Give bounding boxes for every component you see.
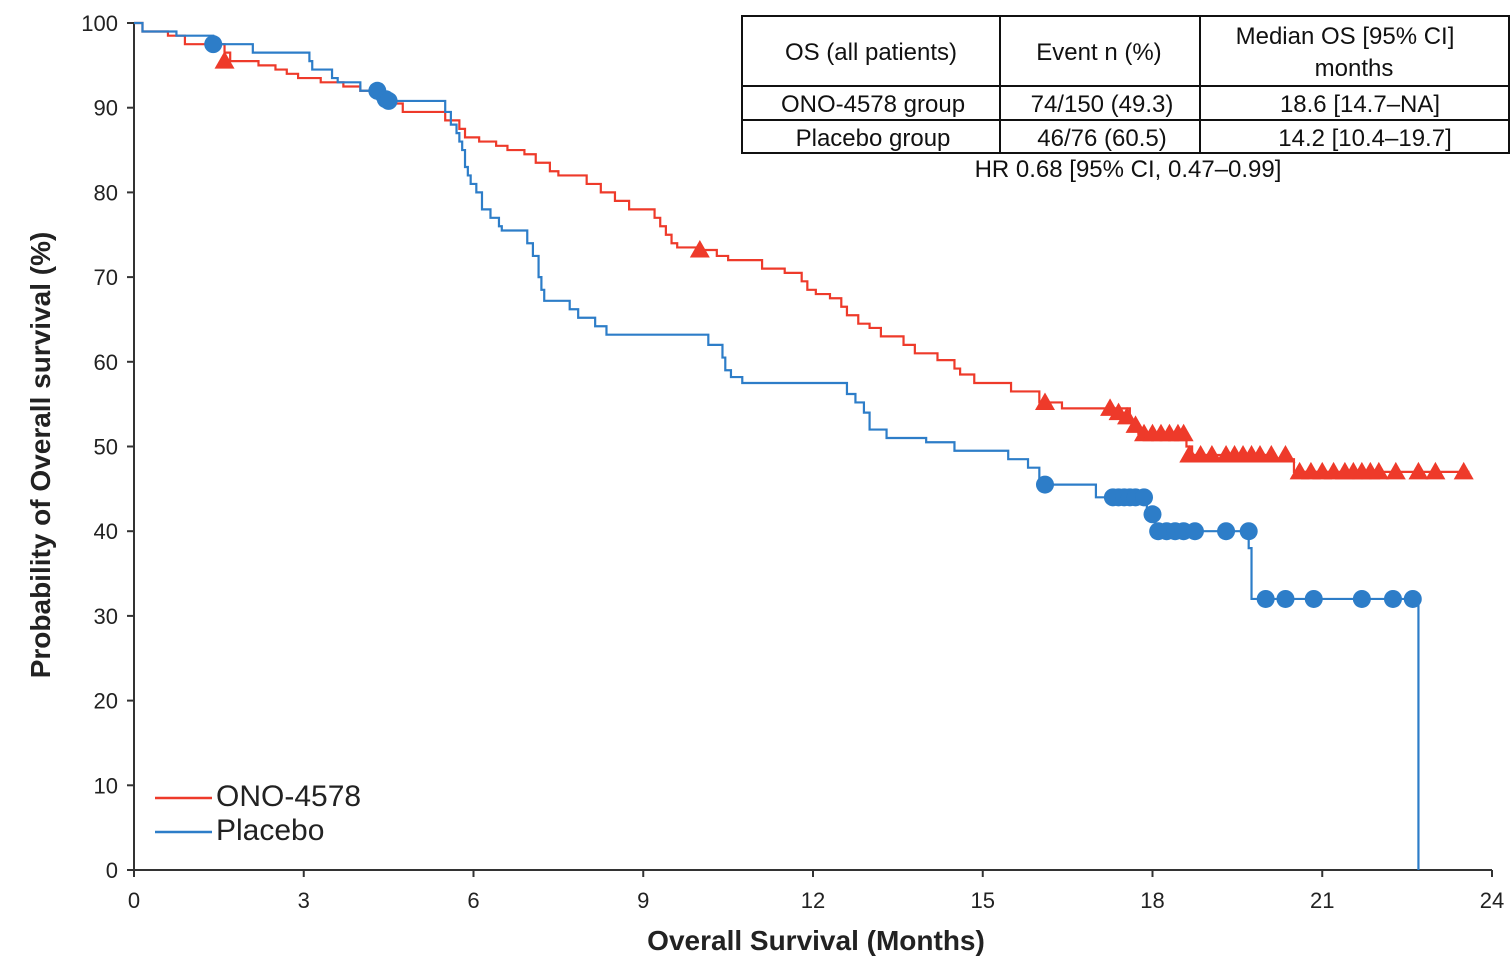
y-tick-label: 100 [81, 11, 118, 36]
y-tick-label: 70 [94, 265, 118, 290]
series-placebo [134, 21, 1422, 870]
censor-marker [1368, 461, 1389, 480]
y-tick-label: 10 [94, 773, 118, 798]
x-tick-label: 6 [467, 888, 479, 913]
table-header-event: Event n (%) [1036, 39, 1161, 66]
censor-marker [1408, 461, 1429, 480]
legend-label-ono: ONO-4578 [216, 780, 361, 813]
censor-marker [1256, 589, 1275, 608]
x-axis-title: Overall Survival (Months) [647, 925, 985, 956]
censor-marker [1275, 444, 1296, 463]
y-tick-label: 60 [94, 350, 118, 375]
censor-marker [1383, 589, 1402, 608]
x-tick-label: 18 [1140, 888, 1164, 913]
censor-marker [1035, 475, 1054, 494]
censor-marker [1173, 423, 1194, 442]
table-cell-ono-events: 74/150 (49.3) [1031, 91, 1174, 118]
x-tick-label: 24 [1480, 888, 1504, 913]
x-tick-label: 12 [801, 888, 825, 913]
table-cell-placebo-group: Placebo group [796, 125, 951, 152]
y-axis-title: Probability of Overall survival (%) [25, 232, 56, 679]
legend-label-placebo: Placebo [216, 814, 324, 847]
x-tick-label: 3 [298, 888, 310, 913]
x-tick-label: 9 [637, 888, 649, 913]
y-tick-label: 20 [94, 689, 118, 714]
censor-marker [689, 239, 710, 258]
censor-marker [1403, 589, 1422, 608]
table-cell-placebo-median: 14.2 [10.4–19.7] [1278, 125, 1451, 152]
table-cell-ono-group: ONO-4578 group [781, 91, 965, 118]
y-tick-label: 40 [94, 519, 118, 544]
censor-marker [1143, 505, 1162, 524]
y-tick-label: 0 [106, 858, 118, 883]
censor-marker [1201, 444, 1222, 463]
table-header-median: Median OS [95% CI] [1236, 23, 1455, 50]
censor-marker [1261, 444, 1282, 463]
hazard-ratio: HR 0.68 [95% CI, 0.47–0.99] [975, 156, 1282, 183]
censor-marker [1352, 589, 1371, 608]
censor-marker [1239, 522, 1258, 541]
censor-marker [214, 51, 235, 69]
censor-marker [379, 91, 398, 110]
censor-marker [1425, 461, 1446, 480]
table-cell-ono-median: 18.6 [14.7–NA] [1280, 91, 1440, 118]
y-tick-label: 90 [94, 96, 118, 121]
table-border [741, 15, 1510, 154]
series-ono-4578 [134, 21, 1474, 480]
tick-labels: 0 3 6 9 12 15 18 21 24 0 10 20 30 40 50 60 70 80 90 100 [81, 11, 1504, 913]
censor-marker [1034, 392, 1055, 410]
axes [127, 22, 1493, 877]
stats-table: OS (all patients) Event n (%) Median OS … [741, 15, 1510, 183]
censor-marker [204, 35, 223, 54]
censor-marker [1276, 589, 1295, 608]
series-layer [134, 21, 1474, 870]
y-tick-label: 50 [94, 435, 118, 460]
legend: ONO-4578 Placebo [155, 780, 361, 847]
censor-marker [1135, 488, 1154, 507]
x-tick-label: 0 [128, 888, 140, 913]
censor-marker [1117, 406, 1138, 425]
censor-marker [1453, 461, 1474, 480]
censor-marker [1185, 522, 1204, 541]
survival-curve-line [134, 21, 1470, 474]
y-tick-label: 30 [94, 604, 118, 629]
table-header-median-unit: months [1315, 55, 1394, 82]
y-tick-label: 80 [94, 180, 118, 205]
censor-marker [1125, 415, 1146, 433]
censor-marker [1385, 461, 1406, 480]
x-tick-label: 15 [971, 888, 995, 913]
x-tick-label: 21 [1310, 888, 1334, 913]
censor-marker [1304, 589, 1323, 608]
table-header-os: OS (all patients) [785, 39, 957, 66]
censor-marker [1217, 522, 1236, 541]
table-cell-placebo-events: 46/76 (60.5) [1037, 125, 1166, 152]
